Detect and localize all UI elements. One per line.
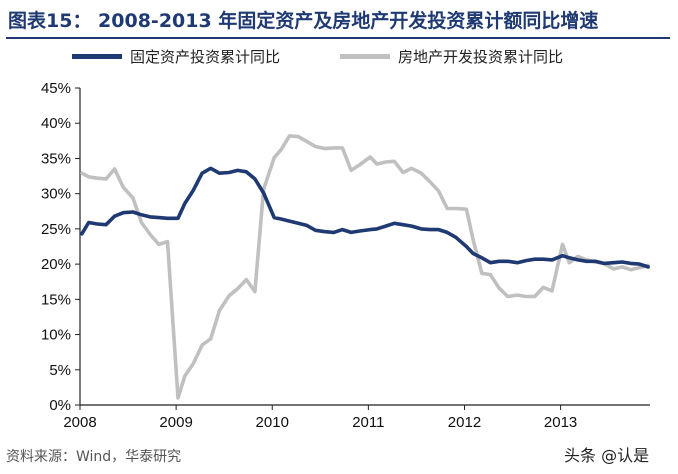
y-tick-label: 20% — [41, 256, 71, 273]
legend-label-realestate: 房地产开发投资累计同比 — [398, 47, 564, 66]
legend-swatch-fixed — [72, 53, 122, 59]
watermark: 头条 @认是 — [564, 446, 650, 465]
y-tick-label: 35% — [41, 150, 71, 167]
y-tick-label: 5% — [49, 362, 71, 379]
y-tick-label: 45% — [41, 80, 71, 97]
y-tick-label: 10% — [41, 327, 71, 344]
series-line-real-estate — [80, 134, 650, 400]
x-tick-label: 2008 — [63, 414, 96, 431]
y-tick-label: 25% — [41, 221, 71, 238]
y-tick-label: 15% — [41, 291, 71, 308]
x-tick-label: 2013 — [544, 414, 577, 431]
legend-item-fixed: 固定资产投资累计同比 — [72, 44, 280, 68]
legend-swatch-realestate — [340, 53, 390, 59]
x-tick-label: 2011 — [352, 414, 384, 431]
title-bar: 图表15： 2008-2013 年固定资产及房地产开发投资累计额同比增速 — [0, 0, 678, 39]
x-tick-label: 2012 — [448, 414, 481, 431]
x-tick-label: 2009 — [159, 414, 192, 431]
series-line-fixed-asset — [80, 166, 650, 269]
title-divider — [6, 37, 670, 39]
page-title: 图表15： 2008-2013 年固定资产及房地产开发投资累计额同比增速 — [8, 10, 599, 32]
legend-item-realestate: 房地产开发投资累计同比 — [340, 44, 563, 68]
y-tick-label: 30% — [41, 186, 71, 203]
legend-label-fixed: 固定资产投资累计同比 — [130, 47, 281, 66]
y-tick-label: 40% — [41, 115, 71, 132]
y-tick-label: 0% — [49, 397, 71, 414]
x-tick-label: 2010 — [256, 414, 289, 431]
chart-legend: 固定资产投资累计同比 房地产开发投资累计同比 — [0, 44, 678, 68]
source-note: 资料来源：Wind，华泰研究 — [6, 449, 182, 465]
